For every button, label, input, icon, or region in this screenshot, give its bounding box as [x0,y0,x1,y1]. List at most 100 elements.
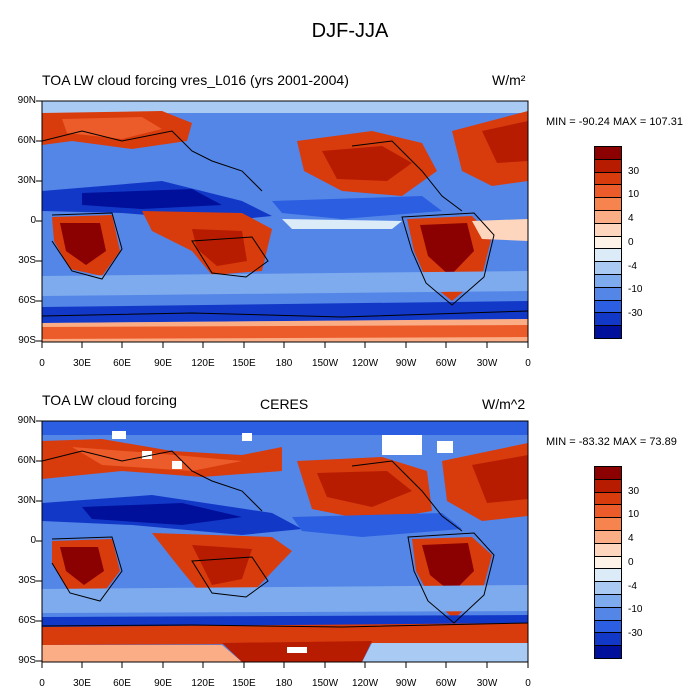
colorbar-swatch [595,569,621,583]
panel-2-colorbar-label: -4 [628,581,637,592]
panel-2-lon-tick: 150W [311,678,339,689]
panel-1-lat-tick: 60N [17,135,36,146]
panel-2-lat-tick: 30S [18,575,36,586]
colorbar-swatch [595,159,621,173]
panel-2-lon-tick: 30E [73,678,91,689]
panel-2-lon-tick: 90E [154,678,172,689]
panel-2-left-title: TOA LW cloud forcing [42,392,177,408]
panel-1-lon-tick: 120E [191,358,215,369]
panel-1-lat-tick: 90S [18,335,36,346]
panel-2-colorbar-label: -30 [628,628,643,639]
panel-1-lat-tick: 90N [17,95,36,106]
panel-2-lat-tick: 60S [18,615,36,626]
panel-2-colorbar-label: 0 [628,557,634,568]
panel-2-lon-tick: 90W [395,678,417,689]
panel-1-colorbar-label: -30 [628,308,643,319]
colorbar-swatch [595,556,621,570]
panel-2-minmax: MIN = -83.32 MAX = 73.89 [546,436,677,448]
panel-2-colorbar-label: -10 [628,604,643,615]
panel-1-lon-tick: 120W [351,358,379,369]
panel-2-lon-tick: 150E [232,678,256,689]
panel-1-lon-tick: 30W [476,358,498,369]
colorbar-swatch [595,518,621,531]
panel-2-lat-tick: 90N [17,415,36,426]
colorbar-swatch [595,326,621,338]
panel-1-map [42,101,528,342]
colorbar-swatch [595,249,621,263]
panel-1-colorbar [594,146,622,339]
panel-1-lon-tick: 90W [395,358,417,369]
panel-1-lon-tick: 60E [113,358,131,369]
colorbar-swatch [595,582,621,595]
panel-2-lat-tick: 90S [18,655,36,666]
colorbar-swatch [595,147,621,160]
panel-2-lon-tick: 60E [113,678,131,689]
colorbar-swatch [595,185,621,199]
panel-2-contour-map [42,421,528,662]
panel-2-lon-tick: 0 [525,678,531,689]
panel-2-lon-tick: 60W [435,678,457,689]
colorbar-swatch [595,210,621,224]
panel-2-map [42,421,528,662]
panel-1-left-title: TOA LW cloud forcing vres_L016 (yrs 2001… [42,72,349,88]
colorbar-swatch [595,492,621,506]
panel-1-lon-tick: 150E [232,358,256,369]
panel-2-lon-tick: 180 [275,678,293,689]
panel-1-lat-tick: 60S [18,295,36,306]
colorbar-swatch [595,287,621,301]
panel-2-lon-tick: 120W [351,678,379,689]
colorbar-swatch [595,646,621,658]
panel-1-lon-tick: 30E [73,358,91,369]
colorbar-swatch [595,594,621,608]
panel-1-lon-tick: 180 [275,358,293,369]
panel-1-lat-tick: 30S [18,255,36,266]
panel-1-colorbar-label: 30 [628,166,640,177]
panel-1-colorbar-label: -10 [628,284,643,295]
colorbar-swatch [595,300,621,314]
panel-2-lon-tick: 120E [191,678,215,689]
panel-1-colorbar-label: -4 [628,261,637,272]
panel-2-colorbar-label: 30 [628,486,640,497]
colorbar-swatch [595,633,621,647]
colorbar-swatch [595,479,621,493]
colorbar-swatch [595,262,621,275]
panel-1-units: W/m² [492,72,526,88]
colorbar-swatch [595,313,621,327]
panel-1-minmax: MIN = -90.24 MAX = 107.31 [546,116,683,128]
colorbar-swatch [595,607,621,621]
colorbar-swatch [595,172,621,186]
colorbar-swatch [595,467,621,480]
colorbar-swatch [595,620,621,634]
panel-2-lat-tick: 60N [17,455,36,466]
panel-2-units: W/m^2 [482,396,526,412]
panel-2-center-title: CERES [260,396,309,412]
panel-2-lon-tick: 0 [39,678,45,689]
panel-1-colorbar-label: 10 [628,189,640,200]
panel-1-colorbar-label: 0 [628,237,634,248]
colorbar-swatch [595,543,621,557]
panel-2-lon-tick: 30W [476,678,498,689]
panel-2-colorbar-label: 10 [628,509,640,520]
colorbar-swatch [595,530,621,544]
panel-2-colorbar-label: 4 [628,533,634,544]
colorbar-swatch [595,236,621,250]
panel-2-lat-tick: 30N [17,495,36,506]
colorbar-swatch [595,198,621,211]
colorbar-swatch [595,505,621,519]
colorbar-swatch [595,274,621,288]
panel-1-lon-tick: 0 [525,358,531,369]
panel-1-colorbar-label: 4 [628,213,634,224]
panel-1-lon-tick: 60W [435,358,457,369]
panel-2-colorbar [594,466,622,659]
panel-1-contour-map [42,101,528,342]
panel-1-lon-tick: 150W [311,358,339,369]
panel-1-lon-tick: 0 [39,358,45,369]
colorbar-swatch [595,223,621,237]
panel-1-lat-tick: 30N [17,175,36,186]
panel-1-lat-tick: 0 [30,215,36,226]
figure-title: DJF-JJA [311,20,389,42]
panel-1-lon-tick: 90E [154,358,172,369]
panel-2-lat-tick: 0 [30,535,36,546]
